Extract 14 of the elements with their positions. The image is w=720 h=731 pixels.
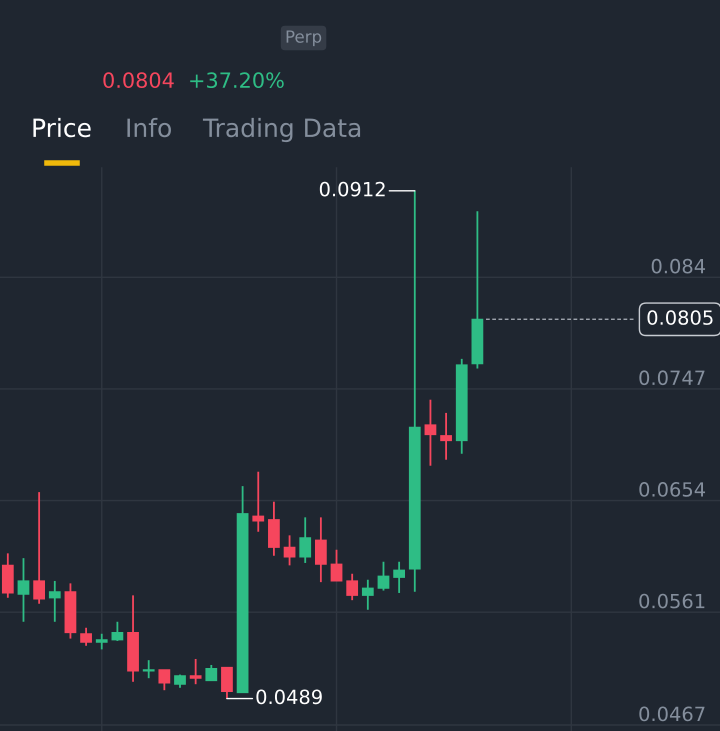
annotation: Perp <box>286 30 322 46</box>
annotation: +37.20% <box>190 72 284 88</box>
annotation: 0.0489 <box>256 690 322 704</box>
annotation: 0.0912 <box>320 182 385 196</box>
y-tick-label: 0.0561 <box>639 594 704 608</box>
y-tick-label: 0.0747 <box>639 370 704 386</box>
y-tick-label: 0.0654 <box>639 482 706 497</box>
annotation: Price <box>33 118 91 138</box>
y-tick-label: 0.0467 <box>639 706 704 722</box>
annotation: Info <box>127 118 171 138</box>
annotation: Trading Data <box>202 118 360 142</box>
y-tick-label: 0.084 <box>652 258 706 274</box>
ref-line-label: 0.0805 <box>647 310 713 325</box>
annotation: 0.0804 <box>103 72 174 88</box>
